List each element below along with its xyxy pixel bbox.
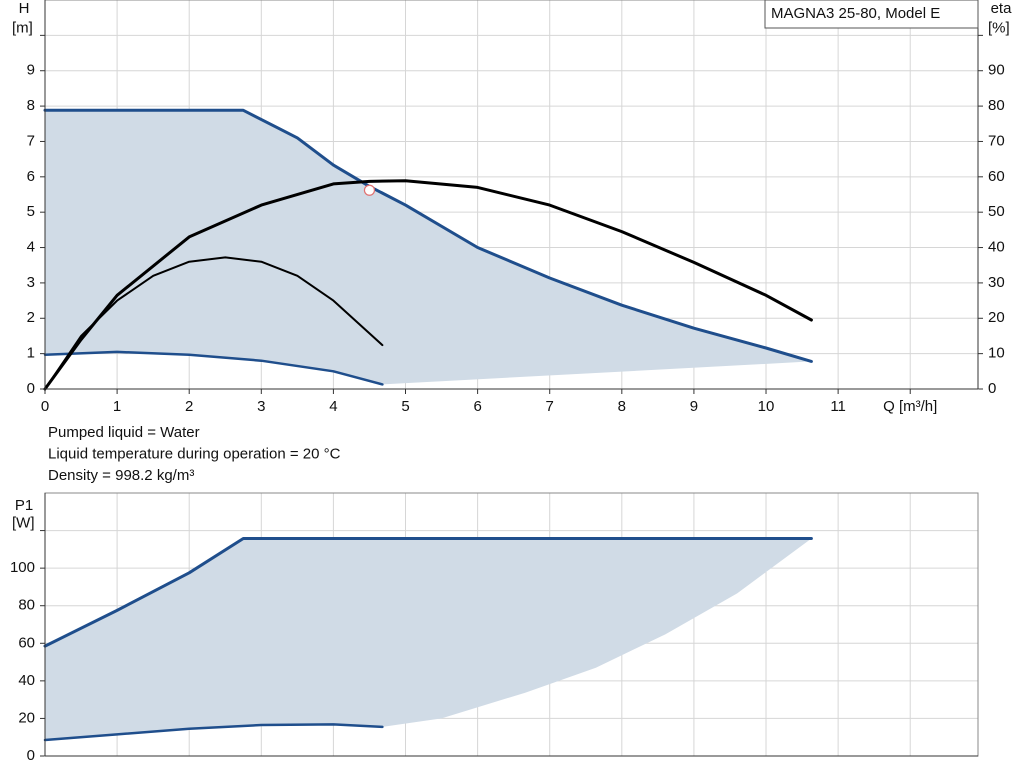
efficiency-curve xyxy=(43,179,813,391)
x-tick-label: 7 xyxy=(546,398,554,415)
y2-tick-label: 50 xyxy=(988,203,1005,220)
y-tick-label: 2 xyxy=(27,309,35,326)
y2-tick-label: 90 xyxy=(988,62,1005,79)
y-tick-label: 3 xyxy=(27,274,35,291)
note: Liquid temperature during operation = 20… xyxy=(48,445,341,462)
operating-point xyxy=(363,184,376,196)
x-tick-label: 0 xyxy=(41,398,49,415)
x-tick-label: 9 xyxy=(690,398,698,415)
y2-tick-label: 20 xyxy=(988,309,1005,326)
y-tick-label: 0 xyxy=(27,380,35,397)
y-tick-label: [m] xyxy=(12,19,33,36)
x-tick-label: 4 xyxy=(329,398,337,415)
y2-tick-label: 30 xyxy=(988,274,1005,291)
efficiency-curve xyxy=(44,256,384,390)
y-tick-label: 5 xyxy=(27,203,35,220)
y2-tick-label: 10 xyxy=(988,345,1005,362)
y-axis-title: H xyxy=(19,0,30,17)
y-tick-label: 0 xyxy=(27,747,35,764)
x-tick-label: 2 xyxy=(185,398,193,415)
y-tick-label: 4 xyxy=(27,239,35,256)
y-tick-label: 7 xyxy=(27,132,35,149)
y2-tick-label: 40 xyxy=(988,239,1005,256)
note: Pumped liquid = Water xyxy=(48,424,200,441)
curve xyxy=(43,350,384,386)
y-tick-label: 8 xyxy=(27,97,35,114)
y-tick-label: 40 xyxy=(18,672,35,689)
area xyxy=(45,538,812,741)
y-tick-label: 100 xyxy=(10,559,35,576)
y-tick-label: 80 xyxy=(18,597,35,614)
y2-tick-label: 60 xyxy=(988,168,1005,185)
x-tick-label: 3 xyxy=(257,398,265,415)
y-tick-label: 20 xyxy=(18,709,35,726)
x-tick-label: 6 xyxy=(473,398,481,415)
x-tick-label: 11 xyxy=(830,398,846,415)
y2-tick-label: 80 xyxy=(988,97,1005,114)
curve xyxy=(43,108,813,363)
x-tick-label: 8 xyxy=(618,398,626,415)
x-tick-label: Q [m³/h] xyxy=(883,398,937,415)
area xyxy=(45,110,812,385)
y2-axis-title: eta xyxy=(991,0,1013,17)
y-tick-label: 6 xyxy=(27,168,35,185)
y-tick-label: [W] xyxy=(12,515,35,532)
legend-box xyxy=(764,0,979,29)
x-tick-label: 1 xyxy=(113,398,121,415)
y-axis-title: P1 xyxy=(15,497,33,514)
note: Density = 998.2 kg/m³ xyxy=(48,467,194,484)
x-tick-label: 10 xyxy=(758,398,775,415)
chart-title: MAGNA3 25-80, Model E xyxy=(771,5,940,22)
y2-tick-label: 0 xyxy=(988,380,996,397)
y-tick-label: 1 xyxy=(27,345,35,362)
y2-tick-label: 70 xyxy=(988,132,1005,149)
y-tick-label: 9 xyxy=(27,62,35,79)
y2-tick-label: [%] xyxy=(988,19,1010,36)
curve xyxy=(43,723,384,742)
y-tick-label: 60 xyxy=(18,634,35,651)
curve xyxy=(43,537,813,648)
x-tick-label: 5 xyxy=(401,398,409,415)
